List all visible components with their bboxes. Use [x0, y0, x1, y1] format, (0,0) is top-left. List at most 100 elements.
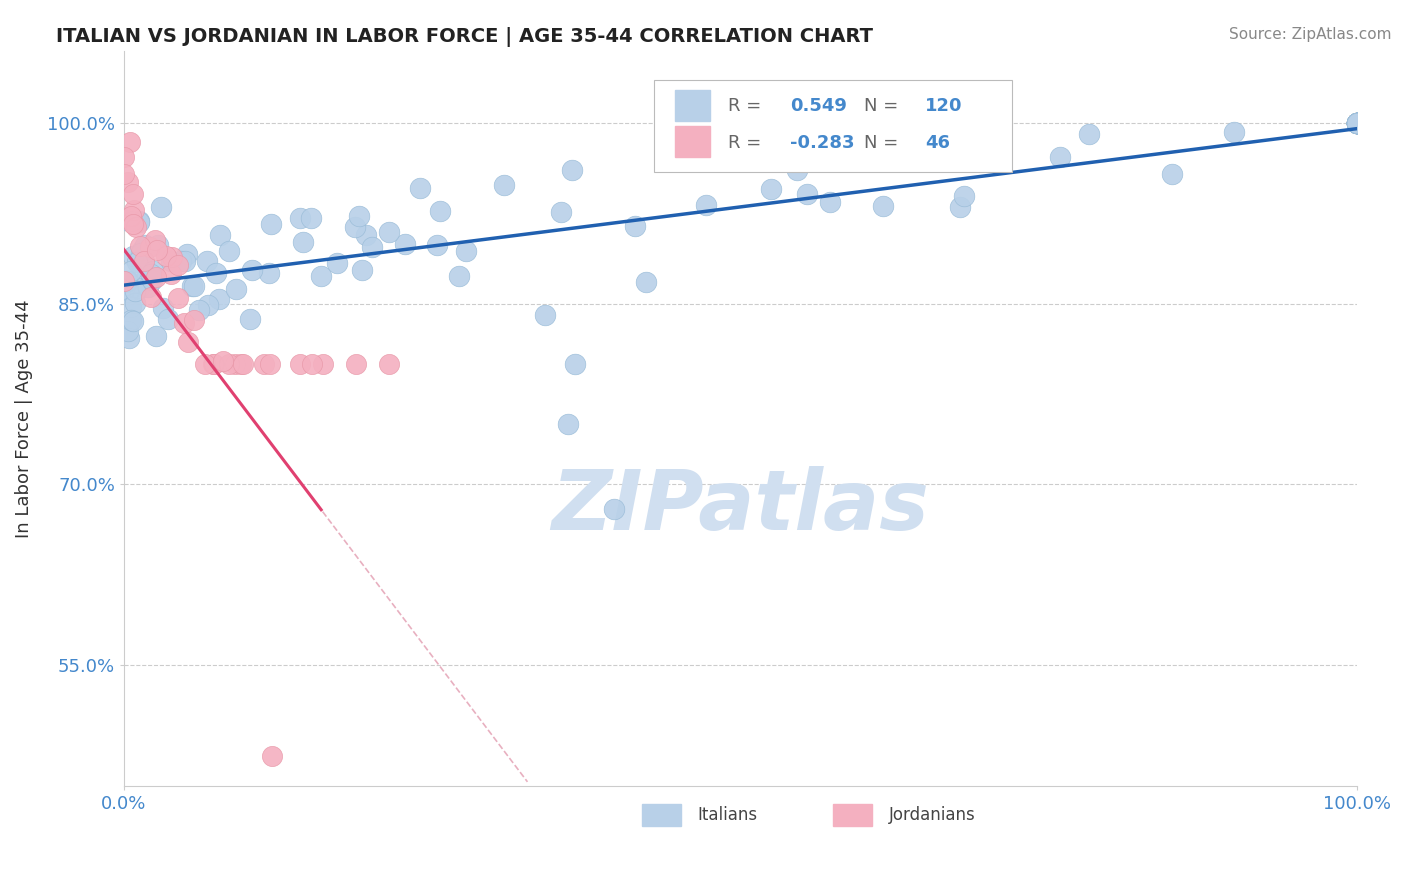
Point	[112, 274, 135, 288]
Point	[1346, 116, 1368, 130]
Point	[456, 244, 478, 259]
Point	[378, 225, 401, 239]
Point	[117, 285, 139, 299]
Point	[1346, 116, 1368, 130]
Text: N =: N =	[863, 134, 904, 152]
Point	[343, 219, 366, 234]
Point	[143, 233, 166, 247]
Point	[128, 213, 150, 227]
Text: R =: R =	[728, 97, 768, 115]
Point	[1346, 116, 1368, 130]
Point	[1346, 116, 1368, 130]
Point	[218, 357, 240, 371]
Bar	[675, 127, 710, 157]
Point	[167, 258, 190, 272]
Point	[150, 200, 173, 214]
Point	[534, 308, 557, 322]
Point	[117, 274, 139, 288]
Point	[122, 217, 145, 231]
Point	[301, 357, 323, 371]
Point	[145, 269, 167, 284]
Point	[139, 240, 162, 254]
Point	[195, 253, 218, 268]
Point	[394, 237, 416, 252]
Point	[1049, 150, 1071, 164]
Point	[564, 357, 586, 371]
Point	[142, 264, 165, 278]
Text: 46: 46	[925, 134, 950, 152]
Point	[152, 301, 174, 315]
Bar	[641, 804, 682, 826]
Text: Jordanians: Jordanians	[889, 806, 976, 824]
Point	[426, 237, 449, 252]
Point	[1346, 116, 1368, 130]
Point	[408, 181, 430, 195]
Point	[260, 217, 283, 231]
Point	[117, 175, 139, 189]
Point	[183, 312, 205, 326]
Point	[218, 244, 240, 258]
Point	[1346, 116, 1368, 130]
Point	[239, 312, 262, 326]
Point	[118, 136, 141, 150]
Point	[1346, 116, 1368, 130]
Point	[122, 313, 145, 327]
Point	[1346, 116, 1368, 130]
Point	[131, 243, 153, 257]
Point	[118, 330, 141, 344]
Text: ZIPatlas: ZIPatlas	[551, 466, 929, 547]
Point	[1346, 116, 1368, 130]
Point	[183, 279, 205, 293]
Point	[1346, 116, 1368, 130]
Point	[872, 199, 894, 213]
Point	[225, 282, 247, 296]
Point	[1346, 116, 1368, 130]
Text: Italians: Italians	[697, 806, 758, 824]
Point	[181, 279, 204, 293]
Point	[139, 268, 162, 282]
Point	[134, 238, 156, 252]
Point	[136, 268, 159, 283]
Point	[120, 313, 142, 327]
Point	[176, 247, 198, 261]
Point	[124, 296, 146, 310]
Point	[1346, 116, 1368, 130]
Point	[162, 250, 184, 264]
Y-axis label: In Labor Force | Age 35-44: In Labor Force | Age 35-44	[15, 299, 32, 538]
Point	[1346, 116, 1368, 130]
Point	[208, 228, 231, 243]
Point	[786, 163, 808, 178]
Bar	[832, 804, 872, 826]
Point	[112, 150, 135, 164]
Point	[288, 211, 311, 226]
Point	[1346, 116, 1368, 130]
Point	[174, 254, 197, 268]
Point	[173, 316, 195, 330]
Point	[202, 357, 225, 371]
Point	[202, 357, 225, 371]
Point	[292, 235, 315, 249]
Point	[1346, 116, 1368, 130]
Point	[1346, 116, 1368, 130]
Point	[120, 300, 142, 314]
Point	[688, 152, 710, 166]
Point	[378, 357, 401, 371]
Point	[122, 217, 145, 231]
Point	[818, 194, 841, 209]
Point	[141, 273, 163, 287]
Point	[121, 213, 143, 227]
Point	[447, 269, 470, 284]
FancyBboxPatch shape	[654, 80, 1012, 172]
Point	[288, 357, 311, 371]
Point	[634, 275, 657, 289]
Point	[146, 238, 169, 252]
Point	[120, 263, 142, 277]
Point	[131, 246, 153, 260]
Point	[132, 254, 155, 268]
Point	[114, 213, 136, 227]
Point	[1346, 116, 1368, 130]
Text: 120: 120	[925, 97, 963, 115]
Point	[125, 254, 148, 268]
Point	[194, 357, 217, 371]
Point	[759, 182, 782, 196]
